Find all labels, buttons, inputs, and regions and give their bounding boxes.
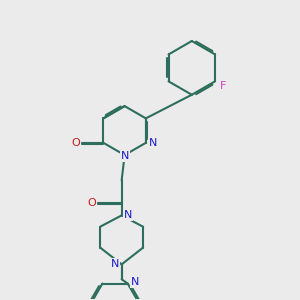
Text: N: N: [111, 260, 119, 269]
Text: N: N: [120, 151, 129, 161]
Text: N: N: [149, 138, 158, 148]
Text: O: O: [87, 198, 96, 208]
Text: N: N: [124, 210, 132, 220]
Text: F: F: [220, 81, 226, 91]
Text: O: O: [71, 138, 80, 148]
Text: N: N: [131, 277, 139, 287]
